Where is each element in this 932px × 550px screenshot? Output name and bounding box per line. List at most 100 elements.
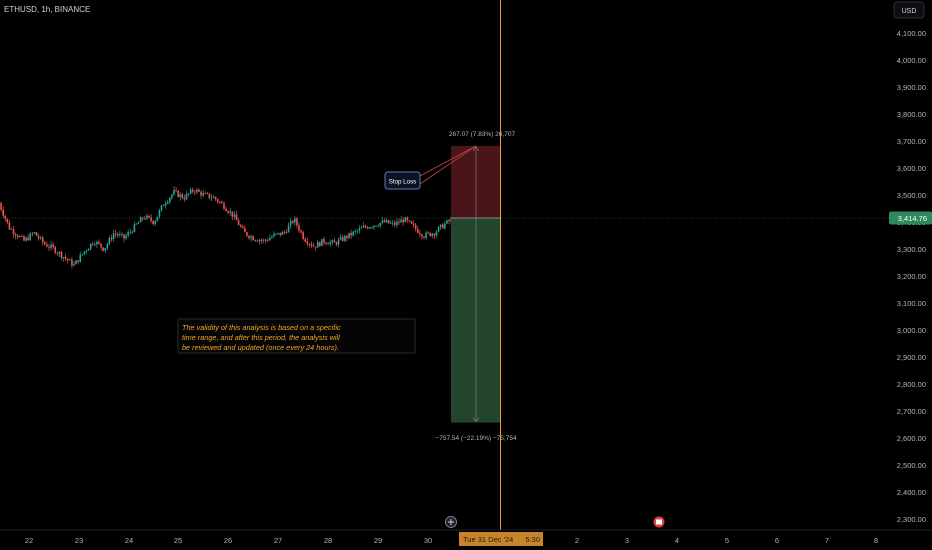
candle-body [150, 217, 152, 221]
y-tick-label: 3,300.00 [897, 245, 926, 254]
candle-body [14, 234, 17, 236]
x-tick-label: 26 [224, 536, 232, 545]
candle-body [194, 191, 196, 193]
stop-loss-callout[interactable]: Stop Loss [384, 171, 421, 190]
candle-body [214, 196, 217, 200]
svg-text:time range, and after this per: time range, and after this period, the a… [182, 333, 340, 342]
y-tick-label: 2,600.00 [897, 434, 926, 443]
y-tick-label: 3,900.00 [897, 83, 926, 92]
candle-body [0, 203, 2, 210]
candle-body [79, 254, 82, 263]
event-flag-icon[interactable] [653, 516, 665, 528]
candle-body [210, 197, 213, 199]
stop-loss-label: Stop Loss [389, 179, 417, 186]
y-tick-label: 3,700.00 [897, 137, 926, 146]
candle-body [371, 227, 373, 229]
candle-body [316, 242, 319, 248]
currency-button[interactable]: USD [893, 1, 925, 19]
candle-body [431, 233, 434, 237]
candle-body [362, 225, 365, 228]
candle-body [246, 232, 248, 236]
candle-body [160, 205, 163, 211]
candle-body [312, 245, 315, 247]
candle-body [229, 211, 232, 213]
candle-body [394, 222, 396, 226]
candle-body [41, 237, 44, 243]
candle-body [146, 215, 148, 219]
candle-body [429, 232, 432, 237]
candle-body [144, 218, 146, 220]
x-tick-label: 4 [675, 536, 679, 545]
candle-body [237, 220, 240, 226]
candle-body [285, 232, 288, 234]
candle-body [75, 260, 77, 265]
candle-body [306, 241, 309, 244]
candle-body [87, 248, 90, 251]
candle-body [404, 217, 407, 223]
candle-body [225, 208, 227, 211]
candle-body [294, 218, 296, 223]
price-scale[interactable]: 4,100.00 4,000.00 3,900.00 3,800.00 3,700.00… [889, 0, 932, 534]
candle-body [116, 233, 119, 236]
candle-body [85, 250, 88, 252]
candle-body [421, 234, 423, 237]
candle-body [123, 234, 125, 239]
candle-body [216, 199, 219, 202]
candle-body [416, 228, 419, 233]
candle-body [52, 244, 54, 248]
candle-body [433, 233, 436, 236]
y-tick-label: 4,100.00 [897, 29, 926, 38]
y-tick-label: 3,000.00 [897, 326, 926, 335]
note-line-1: The validity of this analysis is based o… [182, 323, 341, 332]
candle-body [291, 221, 294, 223]
y-tick-label: 2,300.00 [897, 515, 926, 524]
add-icon[interactable] [445, 516, 457, 528]
candle-body [262, 239, 265, 241]
candle-body [21, 236, 23, 237]
x-tick-label: 5 [725, 536, 729, 545]
candle-body [385, 220, 388, 223]
candle-body [44, 242, 46, 245]
y-tick-label: 3,200.00 [897, 272, 926, 281]
stop-loss-zone[interactable] [451, 145, 500, 219]
x-tick-label: 24 [125, 536, 133, 545]
candle-body [446, 220, 448, 224]
candle-body [346, 235, 348, 239]
candle-body [412, 223, 415, 226]
analysis-note[interactable]: The validity of this analysis is based o… [177, 318, 416, 354]
candle-body [277, 232, 279, 234]
profit-zone[interactable] [451, 218, 500, 423]
last-price-label: 3,414.76 [898, 214, 927, 223]
candle-body [350, 232, 352, 236]
candle-body [137, 222, 140, 224]
candle-body [437, 226, 440, 232]
candle-body [381, 220, 384, 223]
candle-body [333, 240, 336, 243]
candle-body [114, 233, 117, 235]
candle-body [91, 243, 94, 245]
crosshair-date-badge: Tue 31 Dec '24 5:30 [459, 532, 543, 546]
candle-body [198, 189, 200, 192]
candle-body [102, 247, 104, 251]
candle-body [175, 190, 177, 191]
y-tick-label: 3,100.00 [897, 299, 926, 308]
candle-body [204, 193, 207, 194]
target-label: 267.07 (7.83%) 26,707 [449, 131, 516, 138]
candle-body [208, 193, 211, 198]
candle-body [254, 240, 257, 241]
last-price-badge: 3,414.76 [889, 211, 932, 225]
candle-body [269, 237, 271, 241]
x-tick-label: 7 [825, 536, 829, 545]
x-tick-label: 6 [775, 536, 779, 545]
symbol-title: ETHUSD, 1h, BINANCE [4, 5, 90, 14]
candle-body [287, 225, 290, 233]
candle-body [77, 260, 79, 263]
candle-body [323, 239, 325, 243]
candle-body [260, 240, 263, 241]
candle-body [252, 236, 254, 241]
candle-body [64, 257, 67, 259]
candle-body [108, 237, 111, 244]
y-tick-label: 3,500.00 [897, 191, 926, 200]
candle-body [339, 237, 342, 240]
